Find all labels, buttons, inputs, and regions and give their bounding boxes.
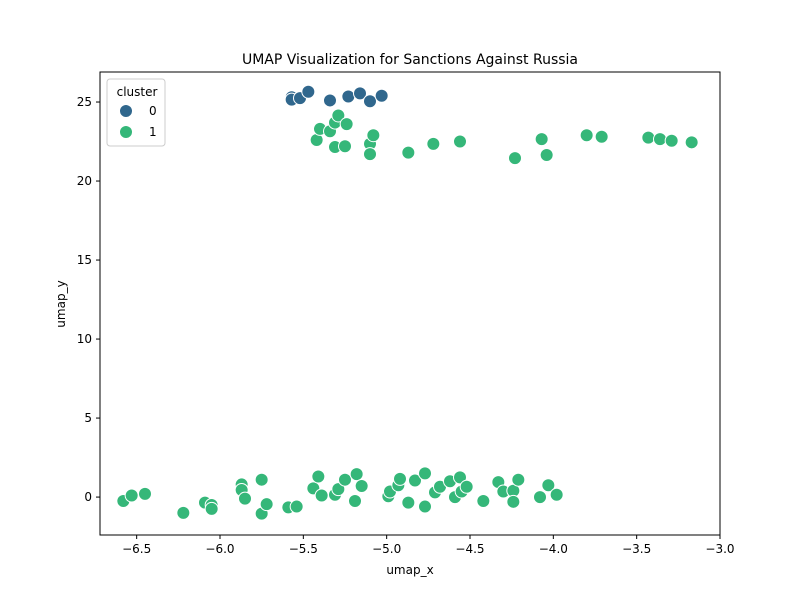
data-point-cluster-0 — [301, 84, 316, 99]
y-axis: 0 5 10 15 20 25 — [77, 95, 100, 504]
data-point-cluster-1 — [393, 471, 407, 486]
data-point-cluster-1 — [508, 151, 522, 166]
data-point-cluster-1 — [579, 128, 594, 143]
data-point-cluster-1 — [311, 469, 326, 484]
data-point-cluster-1 — [331, 108, 346, 123]
data-point-cluster-1 — [138, 486, 152, 501]
data-point-cluster-1 — [534, 132, 549, 147]
data-point-cluster-1 — [476, 494, 491, 509]
data-point-cluster-1 — [348, 494, 362, 509]
x-tick-label: −4.5 — [455, 542, 484, 556]
x-axis: −6.5 −6.0 −5.5 −5.0 −4.5 −4.0 −3.5 −3.0 — [122, 535, 735, 556]
legend-marker-cluster-1 — [119, 125, 133, 139]
data-point-cluster-1 — [366, 128, 381, 143]
data-point-cluster-0 — [374, 88, 389, 103]
data-point-cluster-1 — [314, 488, 329, 503]
legend-marker-cluster-0 — [119, 104, 133, 118]
data-point-cluster-1 — [408, 473, 422, 488]
y-tick-label: 0 — [84, 490, 92, 504]
data-point-cluster-1 — [453, 134, 467, 149]
data-point-cluster-1 — [426, 136, 441, 151]
data-point-cluster-1 — [176, 505, 191, 520]
data-point-cluster-1 — [594, 129, 609, 144]
chart-title: UMAP Visualization for Sanctions Against… — [242, 52, 578, 68]
data-point-cluster-1 — [418, 466, 432, 481]
data-point-cluster-1 — [349, 467, 364, 482]
data-point-cluster-1 — [401, 495, 416, 510]
data-point-cluster-1 — [204, 501, 219, 516]
data-point-cluster-1 — [541, 478, 556, 493]
data-point-cluster-1 — [539, 147, 554, 162]
data-point-cluster-1 — [641, 130, 656, 145]
data-point-cluster-1 — [533, 490, 547, 505]
y-tick-label: 25 — [77, 95, 92, 109]
legend-label-cluster-0: 0 — [149, 104, 157, 118]
data-point-cluster-0 — [353, 86, 367, 101]
y-tick-label: 15 — [77, 253, 92, 267]
x-tick-label: −5.5 — [289, 542, 318, 556]
x-tick-label: −3.0 — [705, 542, 734, 556]
data-point-cluster-1 — [259, 497, 274, 512]
data-point-cluster-1 — [664, 133, 679, 148]
legend-title: cluster — [117, 85, 158, 99]
x-tick-label: −5.0 — [372, 542, 401, 556]
x-tick-label: −6.5 — [122, 542, 151, 556]
points-layer — [116, 84, 699, 521]
data-point-cluster-0 — [341, 89, 356, 104]
x-tick-label: −4.0 — [539, 542, 568, 556]
data-point-cluster-1 — [254, 472, 269, 487]
y-tick-label: 10 — [77, 332, 92, 346]
data-point-cluster-1 — [338, 139, 352, 154]
data-point-cluster-1 — [684, 135, 699, 150]
x-tick-label: −6.0 — [205, 542, 234, 556]
data-point-cluster-1 — [354, 479, 369, 494]
data-point-cluster-1 — [124, 488, 139, 503]
x-tick-label: −3.5 — [622, 542, 651, 556]
data-point-cluster-0 — [323, 93, 337, 108]
data-point-cluster-1 — [289, 499, 304, 514]
x-axis-label: umap_x — [386, 563, 433, 577]
data-point-cluster-1 — [653, 132, 667, 147]
plot-frame — [99, 71, 721, 536]
legend-label-cluster-1: 1 — [149, 125, 157, 139]
data-point-cluster-1 — [453, 470, 467, 485]
data-point-cluster-0 — [363, 94, 377, 109]
data-point-cluster-1 — [338, 472, 352, 487]
data-point-cluster-1 — [506, 494, 521, 509]
data-point-cluster-1 — [331, 482, 346, 497]
data-point-cluster-1 — [401, 145, 416, 160]
y-axis-label: umap_y — [54, 280, 68, 327]
data-point-cluster-1 — [549, 487, 564, 502]
data-point-cluster-1 — [418, 499, 432, 514]
legend: cluster 0 1 — [106, 78, 166, 147]
data-point-cluster-1 — [459, 479, 474, 494]
data-point-cluster-1 — [339, 117, 354, 132]
data-point-cluster-1 — [238, 491, 252, 506]
y-tick-label: 5 — [84, 411, 92, 425]
data-point-cluster-1 — [511, 472, 526, 487]
data-point-cluster-1 — [363, 147, 377, 162]
y-tick-label: 20 — [77, 174, 92, 188]
